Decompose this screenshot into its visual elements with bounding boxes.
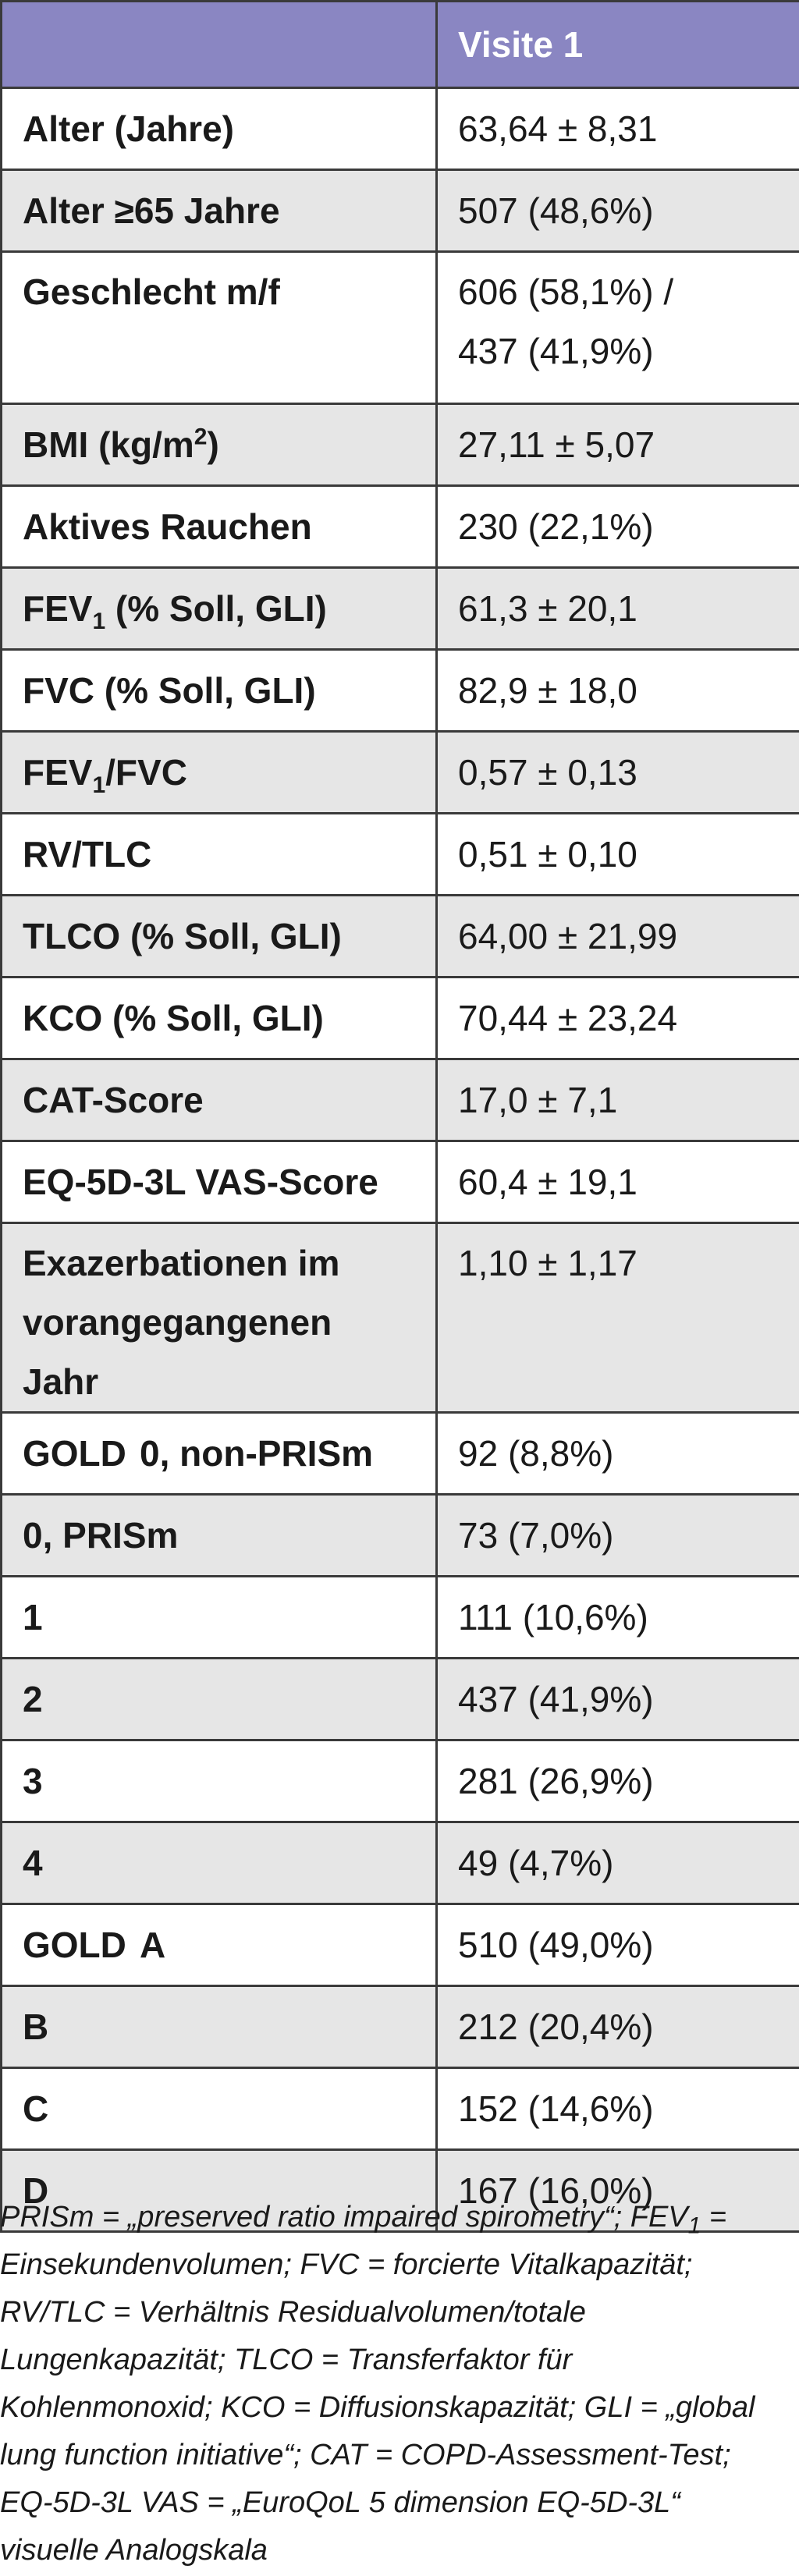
baseline-characteristics-table: Visite 1 Alter (Jahre) 63,64 ± 8,31 Alte… [0, 0, 799, 2233]
table-row: 2 437 (41,9%) [0, 1657, 799, 1741]
row-value: 64,00 ± 21,99 [435, 894, 799, 978]
row-value: 63,64 ± 8,31 [435, 87, 799, 171]
row-value: 27,11 ± 5,07 [435, 403, 799, 487]
row-value-line2: 437 (41,9%) [458, 331, 654, 371]
label-text: FEV [23, 588, 93, 629]
table-row: BMI (kg/m2) 27,11 ± 5,07 [0, 403, 799, 487]
category-label: 0, non-PRISm [140, 1433, 374, 1474]
footnote-text: = Einsekundenvolumen; FVC = forcierte Vi… [0, 2201, 755, 2567]
row-label: Alter (Jahre) [0, 87, 438, 171]
table-row: Geschlecht m/f 606 (58,1%) / 437 (41,9%) [0, 250, 799, 405]
row-label: EQ-5D-3L VAS-Score [0, 1140, 438, 1224]
table-row: TLCO (% Soll, GLI) 64,00 ± 21,99 [0, 894, 799, 978]
row-label: CAT-Score [0, 1058, 438, 1142]
row-value: 230 (22,1%) [435, 484, 799, 569]
row-value: 111 (10,6%) [435, 1575, 799, 1659]
row-value: 73 (7,0%) [435, 1493, 799, 1577]
row-value: 61,3 ± 20,1 [435, 566, 799, 651]
row-label: GOLD A [0, 1903, 438, 1987]
category-label: 3 [0, 1739, 438, 1823]
category-label: 0, PRISm [0, 1493, 438, 1577]
row-label: KCO (% Soll, GLI) [0, 976, 438, 1060]
row-label: Aktives Rauchen [0, 484, 438, 569]
table-row: CAT-Score 17,0 ± 7,1 [0, 1058, 799, 1142]
row-label: RV/TLC [0, 812, 438, 896]
row-value: 212 (20,4%) [435, 1985, 799, 2069]
row-label: Alter ≥65 Jahre [0, 169, 438, 253]
row-value: 1,10 ± 1,17 [435, 1222, 799, 1414]
category-label: 2 [0, 1657, 438, 1741]
category-label: D [0, 2148, 438, 2233]
footnote-text: PRISm = „preserved ratio impaired spirom… [0, 2201, 688, 2234]
row-value-line1: 606 (58,1%) / [458, 271, 674, 312]
row-value: 167 (16,0%) [435, 2148, 799, 2233]
table-row: RV/TLC 0,51 ± 0,10 [0, 812, 799, 896]
row-value: 82,9 ± 18,0 [435, 648, 799, 733]
row-value: 0,57 ± 0,13 [435, 730, 799, 814]
table-header-row: Visite 1 [0, 0, 799, 89]
label-text: BMI (kg/m [23, 424, 194, 465]
table-row: 3 281 (26,9%) [0, 1739, 799, 1823]
row-value: 606 (58,1%) / 437 (41,9%) [435, 250, 799, 405]
category-label: A [140, 1925, 166, 1965]
table-row: Aktives Rauchen 230 (22,1%) [0, 484, 799, 569]
row-label: Exazerbationen im vorangegangenen Jahr [0, 1222, 438, 1414]
row-label: BMI (kg/m2) [0, 403, 438, 487]
row-value: 437 (41,9%) [435, 1657, 799, 1741]
table-row: GOLD 0, non-PRISm 92 (8,8%) [0, 1411, 799, 1496]
row-value: 510 (49,0%) [435, 1903, 799, 1987]
row-value: 281 (26,9%) [435, 1739, 799, 1823]
category-label: C [0, 2067, 438, 2151]
table-row: Alter (Jahre) 63,64 ± 8,31 [0, 87, 799, 171]
label-text: /FVC [105, 752, 187, 793]
category-label: 1 [0, 1575, 438, 1659]
row-label: GOLD 0, non-PRISm [0, 1411, 438, 1496]
row-label: Geschlecht m/f [0, 250, 438, 405]
table-row: KCO (% Soll, GLI) 70,44 ± 23,24 [0, 976, 799, 1060]
table-row: Exazerbationen im vorangegangenen Jahr 1… [0, 1222, 799, 1414]
group-label: GOLD [23, 1925, 126, 1965]
table-footnote: PRISm = „preserved ratio impaired spirom… [0, 2194, 780, 2574]
category-label: B [0, 1985, 438, 2069]
row-value: 0,51 ± 0,10 [435, 812, 799, 896]
row-label: FEV1 (% Soll, GLI) [0, 566, 438, 651]
row-value: 70,44 ± 23,24 [435, 976, 799, 1060]
row-value: 60,4 ± 19,1 [435, 1140, 799, 1224]
category-label: 4 [0, 1821, 438, 1905]
table-row: FEV1/FVC 0,57 ± 0,13 [0, 730, 799, 814]
header-blank-cell [0, 0, 438, 89]
table-row: FEV1 (% Soll, GLI) 61,3 ± 20,1 [0, 566, 799, 651]
label-subscript: 1 [92, 772, 106, 799]
table-row: C 152 (14,6%) [0, 2067, 799, 2151]
table-row: 0, PRISm 73 (7,0%) [0, 1493, 799, 1577]
row-label: TLCO (% Soll, GLI) [0, 894, 438, 978]
label-text: ) [207, 424, 219, 465]
label-text: FEV [23, 752, 93, 793]
table-row: B 212 (20,4%) [0, 1985, 799, 2069]
row-value: 507 (48,6%) [435, 169, 799, 253]
label-subscript: 1 [92, 609, 106, 635]
table-row: 4 49 (4,7%) [0, 1821, 799, 1905]
label-superscript: 2 [194, 424, 208, 450]
group-label: GOLD [23, 1433, 126, 1474]
table-row: EQ-5D-3L VAS-Score 60,4 ± 19,1 [0, 1140, 799, 1224]
row-label-line2: vorangegangenen Jahr [23, 1302, 332, 1402]
footnote-subscript: 1 [687, 2212, 701, 2239]
table-row: 1 111 (10,6%) [0, 1575, 799, 1659]
row-label: FVC (% Soll, GLI) [0, 648, 438, 733]
table-row: FVC (% Soll, GLI) 82,9 ± 18,0 [0, 648, 799, 733]
row-value: 152 (14,6%) [435, 2067, 799, 2151]
row-label: FEV1/FVC [0, 730, 438, 814]
table-row: GOLD A 510 (49,0%) [0, 1903, 799, 1987]
row-value: 17,0 ± 7,1 [435, 1058, 799, 1142]
row-label-line1: Exazerbationen im [23, 1243, 340, 1283]
header-visit-1: Visite 1 [435, 0, 799, 89]
row-value: 49 (4,7%) [435, 1821, 799, 1905]
label-text: (% Soll, GLI) [105, 588, 327, 629]
table-row: D 167 (16,0%) [0, 2148, 799, 2233]
table-row: Alter ≥65 Jahre 507 (48,6%) [0, 169, 799, 253]
row-value: 92 (8,8%) [435, 1411, 799, 1496]
